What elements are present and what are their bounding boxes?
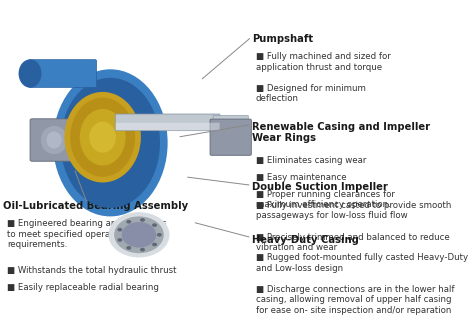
Ellipse shape — [114, 216, 164, 253]
Ellipse shape — [61, 78, 160, 208]
Text: ■ Fully investment casted to provide smooth
passageways for low-loss fluid flow: ■ Fully investment casted to provide smo… — [255, 201, 451, 220]
Text: Renewable Casing and Impeller
Wear Rings: Renewable Casing and Impeller Wear Rings — [252, 122, 430, 143]
Ellipse shape — [152, 243, 157, 246]
Text: ■ Engineered bearing arrangements
to meet specified operating
requirements.: ■ Engineered bearing arrangements to mee… — [7, 219, 167, 249]
Text: ■ Rugged foot-mounted fully casted Heavy-Duty
and Low-loss design: ■ Rugged foot-mounted fully casted Heavy… — [255, 253, 468, 273]
Ellipse shape — [140, 248, 145, 252]
Text: ■ Easily replaceable radial bearing: ■ Easily replaceable radial bearing — [7, 283, 159, 292]
FancyBboxPatch shape — [28, 60, 97, 88]
Text: ■ Discharge connections are in the lower half
casing, allowing removal of upper : ■ Discharge connections are in the lower… — [255, 285, 454, 315]
Text: Double Suction Impeller: Double Suction Impeller — [252, 182, 388, 192]
FancyBboxPatch shape — [115, 114, 220, 131]
Ellipse shape — [118, 228, 122, 232]
Ellipse shape — [89, 122, 116, 153]
Ellipse shape — [46, 131, 62, 149]
Text: ■ Easy maintenance: ■ Easy maintenance — [255, 173, 346, 182]
Ellipse shape — [80, 109, 126, 166]
Ellipse shape — [18, 59, 42, 88]
Ellipse shape — [122, 222, 156, 247]
Ellipse shape — [70, 98, 135, 177]
Text: ■ Eliminates casing wear: ■ Eliminates casing wear — [255, 155, 366, 165]
Text: ■ Designed for minimum
deflection: ■ Designed for minimum deflection — [255, 84, 365, 103]
Text: ■ Withstands the total hydraulic thrust: ■ Withstands the total hydraulic thrust — [7, 266, 177, 275]
Ellipse shape — [140, 218, 145, 222]
Text: ■ Precisely trimmed and balanced to reduce
vibration and wear: ■ Precisely trimmed and balanced to redu… — [255, 233, 449, 252]
Ellipse shape — [64, 92, 141, 182]
Ellipse shape — [157, 233, 162, 237]
Ellipse shape — [109, 212, 170, 258]
Ellipse shape — [41, 126, 67, 154]
FancyBboxPatch shape — [210, 119, 251, 155]
Ellipse shape — [118, 238, 122, 242]
Text: Pumpshaft: Pumpshaft — [252, 34, 313, 44]
Text: ■ Proper running clearances for
maximum efficiency operation.: ■ Proper running clearances for maximum … — [255, 190, 394, 209]
FancyBboxPatch shape — [30, 119, 78, 161]
FancyBboxPatch shape — [213, 115, 248, 130]
FancyBboxPatch shape — [116, 123, 219, 131]
Ellipse shape — [126, 220, 131, 224]
Ellipse shape — [152, 223, 157, 227]
Text: ■ Fully machined and sized for
application thrust and torque: ■ Fully machined and sized for applicati… — [255, 52, 390, 72]
Ellipse shape — [53, 69, 168, 216]
Text: Heavy-Duty Casing: Heavy-Duty Casing — [252, 235, 358, 245]
Text: Oil-Lubricated Bearing Assembly: Oil-Lubricated Bearing Assembly — [3, 201, 189, 211]
Ellipse shape — [126, 246, 131, 250]
